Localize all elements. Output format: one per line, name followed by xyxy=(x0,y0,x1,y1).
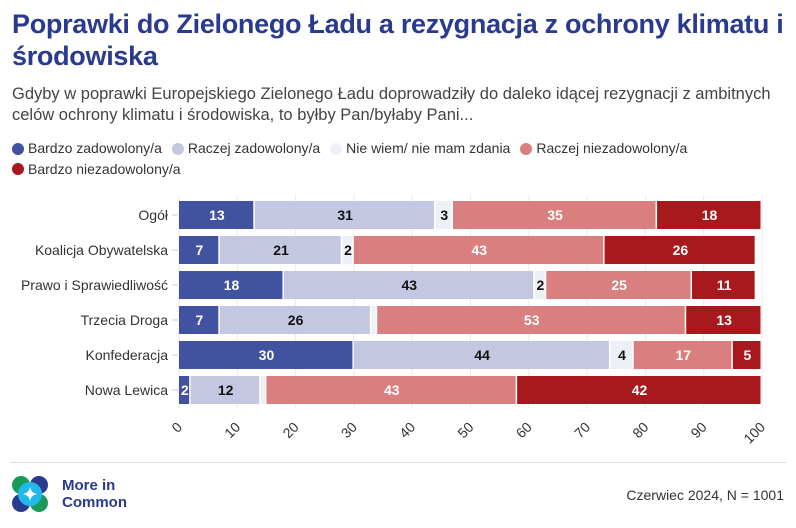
bar-segment xyxy=(179,201,254,229)
bar-segment xyxy=(219,306,370,334)
legend-swatch xyxy=(12,142,24,155)
bar-segment xyxy=(732,341,761,369)
legend-label: Nie wiem/ nie mam zdania xyxy=(346,140,511,156)
legend-swatch xyxy=(12,163,24,175)
bar-segment xyxy=(353,341,609,369)
bar-segment xyxy=(377,306,685,334)
x-tick-label: 10 xyxy=(221,419,243,441)
data-label: 18 xyxy=(702,207,718,223)
data-label: 42 xyxy=(632,382,648,398)
bar-segment xyxy=(692,271,755,299)
legend-swatch xyxy=(330,142,343,155)
data-label: 2 xyxy=(537,277,545,293)
legend-item: Raczej niezadowolony/a xyxy=(520,139,687,158)
legend-item: Bardzo niezadowolony/a xyxy=(12,160,181,179)
logo-text-label: More in Common xyxy=(62,477,127,511)
legend-item: Nie wiem/ nie mam zdania xyxy=(330,139,510,158)
bar-segment xyxy=(283,271,534,299)
bar-segment xyxy=(534,271,545,299)
chart-title: Poprawki do Zielonego Ładu a rezygnacja … xyxy=(12,9,784,71)
legend-swatch xyxy=(171,142,184,155)
data-label: 17 xyxy=(676,347,692,363)
x-tick-label: 20 xyxy=(279,419,301,441)
bar-segment xyxy=(686,306,761,334)
data-label: 25 xyxy=(611,277,627,293)
bar-segment xyxy=(219,236,341,264)
x-tick-label: 90 xyxy=(687,419,709,441)
bar-segment xyxy=(371,306,376,334)
data-label: 43 xyxy=(401,277,417,293)
x-tick-label: 100 xyxy=(740,419,768,447)
bar-segment xyxy=(633,341,732,369)
x-tick-label: 80 xyxy=(629,419,651,441)
bar-segment xyxy=(179,341,353,369)
data-label: 26 xyxy=(288,312,304,328)
data-label: 7 xyxy=(196,242,204,258)
data-label: 53 xyxy=(524,312,540,328)
source-note: Czerwiec 2024, N = 1001 xyxy=(626,487,784,503)
data-label: 13 xyxy=(716,312,732,328)
legend-swatch xyxy=(520,142,533,155)
category-label: Trzecia Droga xyxy=(81,312,169,328)
legend-item: Bardzo zadowolony/a xyxy=(12,139,162,158)
legend: Bardzo zadowolony/a Raczej zadowolony/a Ni… xyxy=(12,139,782,180)
legend-label: Bardzo zadowolony/a xyxy=(28,140,162,156)
logo-text: More in Common xyxy=(62,477,142,511)
bar-segment xyxy=(657,201,761,229)
category-label: Nowa Lewica xyxy=(85,382,168,398)
data-label: 5 xyxy=(744,347,752,363)
x-tick-label: 50 xyxy=(454,419,476,441)
legend-label: Raczej zadowolony/a xyxy=(187,140,321,156)
legend-label: Bardzo niezadowolony/a xyxy=(28,160,181,177)
bar-segment xyxy=(190,376,260,404)
more-in-common-logo xyxy=(12,476,48,512)
data-label: 43 xyxy=(384,382,400,398)
bar-segment xyxy=(453,201,656,229)
bar-segment xyxy=(179,271,283,299)
data-label: 13 xyxy=(209,207,225,223)
data-label: 35 xyxy=(547,207,563,223)
x-tick-label: 30 xyxy=(338,419,360,441)
x-tick-label: 0 xyxy=(168,419,185,436)
bar-segment xyxy=(179,376,190,404)
x-tick-label: 60 xyxy=(513,419,535,441)
data-label: 43 xyxy=(471,242,487,258)
data-label: 30 xyxy=(259,347,275,363)
data-label: 21 xyxy=(273,242,289,258)
bar-segment xyxy=(179,236,219,264)
x-tick-label: 70 xyxy=(571,419,593,441)
bar-segment xyxy=(546,271,691,299)
legend-item: Raczej zadowolony/a xyxy=(171,139,321,158)
bar-segment xyxy=(260,376,265,404)
bar-segment xyxy=(435,201,452,229)
data-label: 7 xyxy=(196,312,204,328)
data-label: 26 xyxy=(673,242,689,258)
data-label: 3 xyxy=(440,207,448,223)
data-label: 11 xyxy=(717,277,732,293)
data-label: 31 xyxy=(337,207,353,223)
data-label: 2 xyxy=(344,242,352,258)
bar-segment xyxy=(604,236,755,264)
bar-segment xyxy=(254,201,435,229)
x-tick-label: 40 xyxy=(396,419,418,441)
category-label: Koalicja Obywatelska xyxy=(35,242,168,258)
bar-segment xyxy=(179,306,219,334)
category-label: Konfederacja xyxy=(85,347,168,363)
bar-segment xyxy=(342,236,353,264)
bar-segment xyxy=(353,236,604,264)
data-label: 4 xyxy=(618,347,626,363)
legend-label: Raczej niezadowolony/a xyxy=(536,140,688,156)
data-label: 18 xyxy=(224,277,240,293)
category-label: Prawo i Sprawiedliwość xyxy=(21,277,168,293)
chart-subtitle: Gdyby w poprawki Europejskiego Zielonego… xyxy=(12,85,771,124)
bar-segment xyxy=(610,341,633,369)
data-label: 44 xyxy=(474,347,490,363)
footer-divider xyxy=(10,462,786,463)
bar-segment xyxy=(517,376,761,404)
category-label: Ogół xyxy=(138,207,168,223)
data-label: 2 xyxy=(181,382,189,398)
data-label: 12 xyxy=(218,382,234,398)
bar-segment xyxy=(266,376,516,404)
